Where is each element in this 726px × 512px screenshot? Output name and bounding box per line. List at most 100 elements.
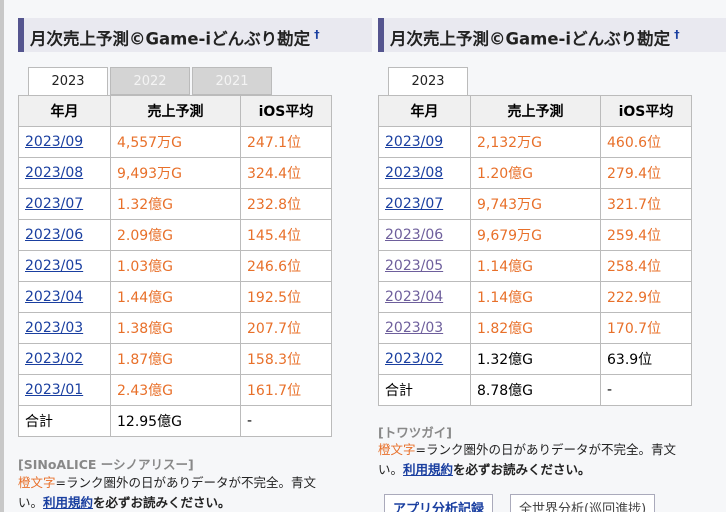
title-link[interactable]: † (674, 28, 680, 41)
note-text: =ランク圏外の日がありデータが不完全。青文 (55, 475, 316, 490)
month-link[interactable]: 2023/02 (25, 351, 84, 367)
year-tab[interactable]: 2022 (110, 67, 190, 95)
month-link[interactable]: 2023/05 (385, 258, 444, 274)
header-cell: iOS平均 (600, 95, 692, 127)
ios-cell: 161.7位 (240, 374, 332, 406)
sales-table: 年月 売上予測 iOS平均 2023/09 4,557万G 247.1位 2023/08 9,… (18, 95, 332, 437)
data-row: 2023/06 2.09億G 145.4位 (18, 219, 332, 251)
game-name: [SINoALICE ーシノアリスー] (18, 457, 194, 472)
ios-cell: 207.7位 (240, 312, 332, 344)
sales-cell: 9,743万G (470, 188, 601, 220)
month-cell: 2023/06 (378, 219, 471, 251)
data-row: 2023/07 9,743万G 321.7位 (378, 188, 692, 220)
title: 月次売上予測©Game-iどんぶり勘定 (390, 29, 671, 49)
ios-cell: 246.6位 (240, 250, 332, 282)
data-row: 2023/03 1.82億G 170.7位 (378, 312, 692, 344)
month-link[interactable]: 2023/07 (25, 196, 84, 212)
year-tab[interactable]: 2023 (28, 67, 108, 95)
month-cell: 2023/07 (378, 188, 471, 220)
year-tab[interactable]: 2023 (388, 67, 468, 95)
header-row: 年月 売上予測 iOS平均 (18, 95, 332, 127)
ios-cell: 460.6位 (600, 126, 692, 158)
month-link[interactable]: 2023/09 (25, 134, 84, 150)
total-cell: - (600, 374, 692, 406)
month-cell: 2023/02 (378, 343, 471, 375)
total-row: 合計 12.95億G - (18, 405, 332, 437)
month-link[interactable]: 2023/02 (385, 351, 444, 367)
month-link[interactable]: 2023/08 (385, 165, 444, 181)
month-cell: 2023/09 (18, 126, 111, 158)
data-row: 2023/08 1.20億G 279.4位 (378, 157, 692, 189)
ios-cell: 170.7位 (600, 312, 692, 344)
sales-cell: 1.44億G (110, 281, 241, 313)
month-link[interactable]: 2023/09 (385, 134, 444, 150)
total-cell: 合計 (378, 374, 471, 406)
sales-cell: 2.43億G (110, 374, 241, 406)
month-link[interactable]: 2023/05 (25, 258, 84, 274)
ios-cell: 247.1位 (240, 126, 332, 158)
data-row: 2023/02 1.87億G 158.3位 (18, 343, 332, 375)
month-cell: 2023/08 (18, 157, 111, 189)
month-link[interactable]: 2023/04 (385, 289, 444, 305)
title: 月次売上予測©Game-iどんぶり勘定 (30, 29, 311, 49)
terms-link[interactable]: 利用規約 (403, 462, 454, 477)
nav-button[interactable]: 全世界分析(巡回進捗) (510, 494, 656, 512)
data-row: 2023/05 1.03億G 246.6位 (18, 250, 332, 282)
sales-cell: 1.14億G (470, 281, 601, 313)
month-cell: 2023/03 (378, 312, 471, 344)
sales-table: 年月 売上予測 iOS平均 2023/09 2,132万G 460.6位 2023/08 1.… (378, 95, 692, 406)
sales-cell: 4,557万G (110, 126, 241, 158)
note-text: を必ずお読みください。 (93, 495, 231, 510)
note-text: い。 (378, 462, 404, 477)
note-line: い。利用規約を必ずお読みください。 (18, 492, 231, 511)
panel: 月次売上予測©Game-iどんぶり勘定 † 2023 年月 売上予測 iOS平均 2023/… (378, 0, 726, 512)
month-link[interactable]: 2023/06 (385, 227, 444, 243)
note-orange: 橙文字 (18, 475, 56, 490)
note-text: を必ずお読みください。 (453, 462, 591, 477)
month-link[interactable]: 2023/03 (385, 320, 444, 336)
month-cell: 2023/03 (18, 312, 111, 344)
header-cell: 売上予測 (470, 95, 601, 127)
data-row: 2023/04 1.44億G 192.5位 (18, 281, 332, 313)
sales-cell: 1.82億G (470, 312, 601, 344)
month-link[interactable]: 2023/01 (25, 382, 84, 398)
terms-link[interactable]: 利用規約 (43, 495, 94, 510)
sales-cell: 9,679万G (470, 219, 601, 251)
sales-cell: 1.03億G (110, 250, 241, 282)
note-text: =ランク圏外の日がありデータが不完全。青文 (415, 442, 676, 457)
sales-cell: 1.32億G (470, 343, 601, 375)
data-row: 2023/02 1.32億G 63.9位 (378, 343, 692, 375)
title-bar: 月次売上予測©Game-iどんぶり勘定 † (18, 18, 372, 52)
month-link[interactable]: 2023/06 (25, 227, 84, 243)
game-name: [トワツガイ] (378, 425, 452, 440)
sales-cell: 1.87億G (110, 343, 241, 375)
data-row: 2023/09 4,557万G 247.1位 (18, 126, 332, 158)
panel: 月次売上予測©Game-iどんぶり勘定 † 2023 2022 2021 年月 売上予測 iO… (18, 0, 372, 512)
month-link[interactable]: 2023/08 (25, 165, 84, 181)
sales-cell: 2,132万G (470, 126, 601, 158)
total-cell: 合計 (18, 405, 111, 437)
nav-button[interactable]: アプリ分析記録 (384, 494, 494, 512)
month-link[interactable]: 2023/04 (25, 289, 84, 305)
ios-cell: 145.4位 (240, 219, 332, 251)
note-orange: 橙文字 (378, 442, 416, 457)
data-row: 2023/03 1.38億G 207.7位 (18, 312, 332, 344)
header-cell: 年月 (378, 95, 471, 127)
total-cell: - (240, 405, 332, 437)
data-row: 2023/01 2.43億G 161.7位 (18, 374, 332, 406)
header-row: 年月 売上予測 iOS平均 (378, 95, 692, 127)
total-row: 合計 8.78億G - (378, 374, 692, 406)
ios-cell: 232.8位 (240, 188, 332, 220)
note-line: 橙文字=ランク圏外の日がありデータが不完全。青文 (378, 439, 676, 458)
header-cell: iOS平均 (240, 95, 332, 127)
month-link[interactable]: 2023/03 (25, 320, 84, 336)
month-cell: 2023/08 (378, 157, 471, 189)
note-line: い。利用規約を必ずお読みください。 (378, 459, 591, 478)
month-link[interactable]: 2023/07 (385, 196, 444, 212)
title-link[interactable]: † (314, 28, 320, 41)
note-text: い。 (18, 495, 44, 510)
ios-cell: 222.9位 (600, 281, 692, 313)
data-row: 2023/04 1.14億G 222.9位 (378, 281, 692, 313)
ios-cell: 63.9位 (600, 343, 692, 375)
year-tab[interactable]: 2021 (192, 67, 272, 95)
